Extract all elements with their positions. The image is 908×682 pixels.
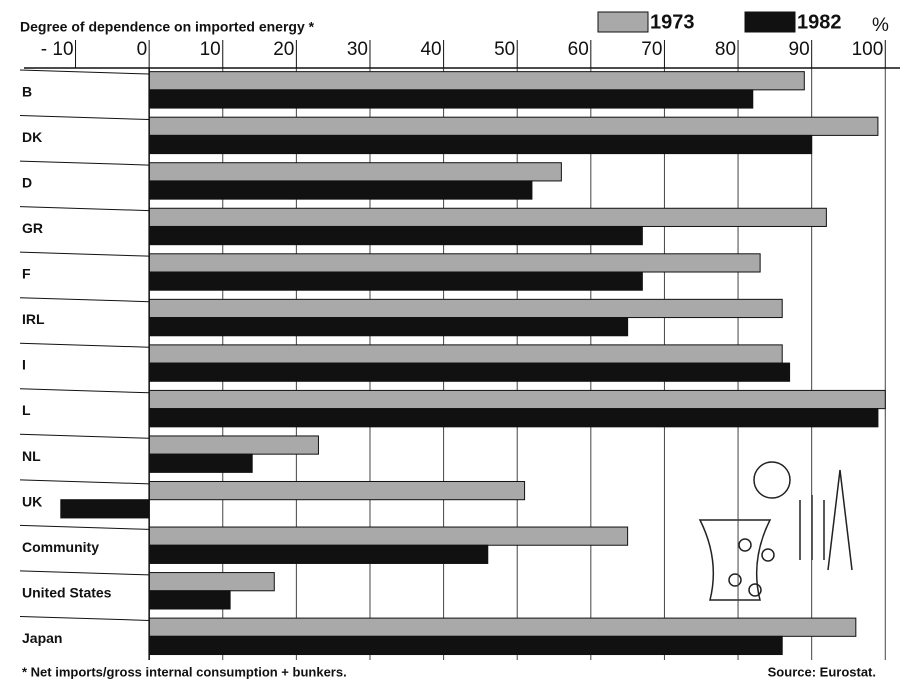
y-tick-label: GR	[22, 220, 43, 236]
x-tick-label: 20	[273, 39, 294, 60]
bar	[148, 162, 562, 182]
bar	[148, 635, 783, 656]
bar	[148, 453, 253, 473]
bar	[148, 71, 805, 91]
y-tick-label: B	[22, 83, 32, 99]
x-tick-label: 0	[137, 39, 148, 60]
y-tick-label: I	[22, 357, 26, 373]
y-tick-label: UK	[22, 493, 42, 509]
y-tick-label: United States	[22, 584, 112, 600]
bar	[148, 526, 629, 546]
bar	[148, 362, 791, 382]
bar	[148, 480, 526, 501]
bar	[148, 389, 886, 410]
footnote: * Net imports/gross internal consumption…	[22, 664, 347, 679]
y-tick-label: Community	[22, 539, 99, 555]
legend-swatch	[597, 11, 649, 33]
bar	[148, 408, 879, 428]
bar	[148, 207, 827, 227]
row-separator	[19, 479, 150, 485]
y-tick-label: NL	[22, 448, 41, 464]
row-separator	[19, 570, 150, 576]
x-tick-label: 90	[789, 39, 810, 60]
bar	[148, 271, 643, 291]
row-separator	[19, 433, 150, 439]
bar	[148, 253, 761, 273]
x-tick-label: 10	[200, 39, 221, 60]
x-tick-label: 100	[852, 39, 884, 60]
bar	[148, 116, 879, 136]
x-tick-label: 60	[568, 39, 589, 60]
bar	[148, 572, 275, 592]
y-tick-label: F	[22, 266, 31, 282]
row-separator	[19, 69, 150, 75]
illustration	[698, 461, 853, 601]
row-separator	[19, 115, 150, 121]
y-tick-label: L	[22, 402, 31, 418]
legend-label: 1973	[650, 11, 695, 33]
y-tick-label: Japan	[22, 630, 62, 646]
row-separator	[19, 388, 150, 394]
bar	[148, 298, 783, 319]
y-tick-label: DK	[22, 129, 42, 145]
legend-label: 1982	[797, 11, 842, 33]
x-tick-label: 80	[715, 39, 736, 60]
x-tick-label: 70	[641, 39, 662, 60]
x-tick-label: 40	[420, 39, 441, 60]
chart-title: Degree of dependence on imported energy …	[20, 19, 315, 35]
row-separator	[19, 251, 150, 257]
bar	[148, 617, 857, 637]
bar	[148, 134, 813, 155]
bar	[60, 499, 150, 519]
row-separator	[19, 615, 150, 621]
bar	[148, 344, 783, 364]
bar	[148, 590, 231, 610]
bar	[148, 317, 629, 337]
x-tick-label: 50	[494, 39, 515, 60]
unit-label: %	[872, 15, 889, 36]
y-tick-label: IRL	[22, 311, 45, 327]
row-separator	[19, 160, 150, 166]
source: Source: Eurostat.	[768, 664, 876, 679]
y-tick-label: D	[22, 175, 32, 191]
bar	[148, 225, 643, 246]
row-separator	[19, 297, 150, 303]
bar	[148, 435, 319, 455]
bar	[148, 89, 754, 109]
row-separator	[19, 342, 150, 348]
row-separator	[19, 524, 150, 530]
bar	[148, 180, 533, 200]
x-tick-label: 30	[347, 39, 368, 60]
bar	[148, 544, 489, 564]
x-tick-label: - 10	[41, 39, 74, 60]
legend-swatch	[744, 11, 796, 33]
row-separator	[19, 206, 150, 212]
